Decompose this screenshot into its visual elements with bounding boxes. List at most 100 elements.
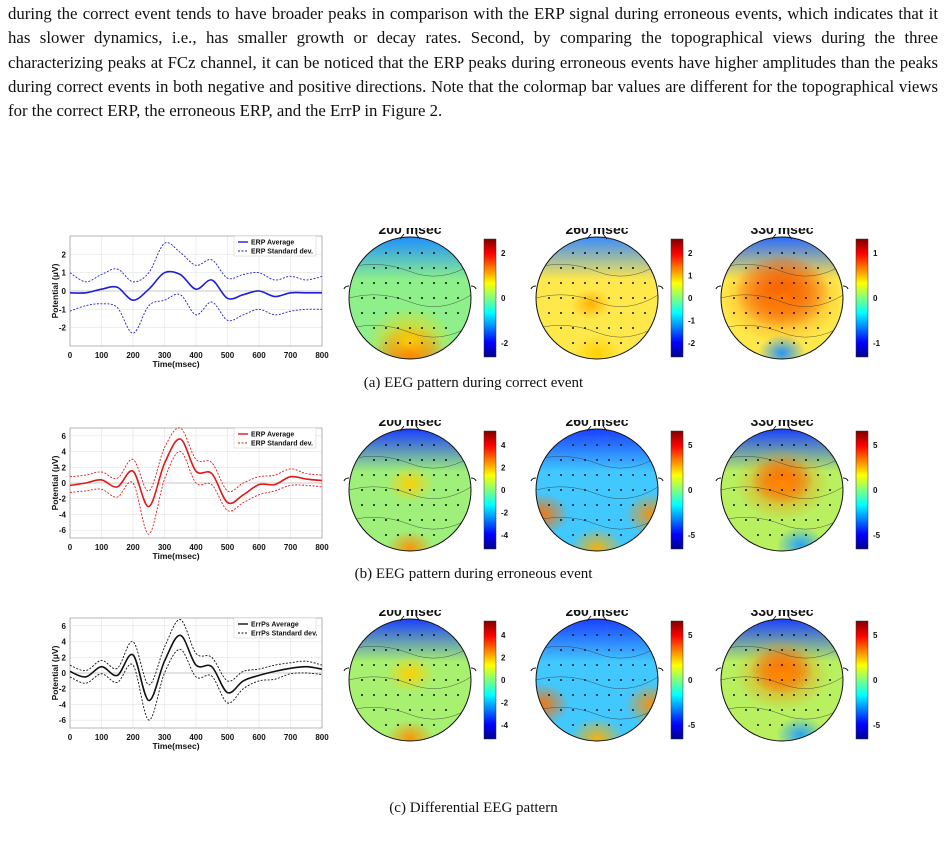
y-tick-label: 6 [62, 432, 67, 441]
x-tick-label: 300 [158, 351, 172, 360]
y-axis-label: Potential (μV) [50, 645, 60, 700]
colorbar: 5 0 -5 [855, 430, 881, 550]
colorbar: 4 2 0 -2 -4 [483, 620, 509, 740]
colorbar-tick-label: 4 [501, 441, 506, 450]
std-dev-line [69, 451, 323, 535]
topo-map: 260 msec 5 0 -5 [530, 603, 696, 742]
y-tick-label: 0 [62, 669, 67, 678]
topo-map: 330 msec 5 0 -5 [715, 603, 881, 742]
x-tick-label: 700 [284, 351, 298, 360]
colorbar-tick-label: 0 [688, 486, 693, 495]
colorbar-tick-label: -4 [501, 721, 509, 730]
colorbar-tick-label: -2 [688, 339, 696, 348]
x-axis-label: Time(msec) [152, 551, 199, 561]
topo-title: 200 msec [378, 420, 441, 429]
x-tick-label: 100 [95, 543, 109, 552]
colorbar-tick-label: 0 [873, 486, 878, 495]
topo-title: 260 msec [565, 420, 628, 429]
y-tick-label: -2 [59, 685, 67, 694]
line-chart: 0 100 200 300 400 500 600 700 800 2 1 0 -1 -2 Time(mse… [50, 235, 329, 369]
x-tick-label: 0 [68, 543, 73, 552]
figure-svg: 0 100 200 300 400 500 600 700 8006420-2-4-6Time(… [50, 603, 881, 751]
legend: ErrPs Average ErrPs Standard dev. [233, 617, 317, 639]
y-tick-label: -4 [59, 510, 67, 519]
y-tick-label: 0 [62, 287, 67, 296]
x-tick-label: 200 [126, 543, 140, 552]
x-tick-label: 300 [158, 543, 172, 552]
colorbar: 1 0 -1 [855, 238, 881, 358]
x-tick-label: 500 [221, 543, 235, 552]
average-line [69, 438, 323, 508]
y-tick-label: 4 [62, 448, 67, 457]
x-tick-label: 100 [95, 351, 109, 360]
colorbar-tick-label: 5 [873, 441, 878, 450]
legend-entry: ERP Average [251, 240, 294, 247]
legend-entry: ErrPs Average [251, 622, 299, 629]
caption-b: (b) EEG pattern during erroneous event [354, 566, 593, 582]
topo-title: 200 msec [378, 610, 441, 619]
x-tick-label: 700 [284, 733, 298, 742]
figure-svg: 0 100 200 300 400 500 600 700 8006420-2-4-6Time(… [50, 413, 881, 561]
colorbar-tick-label: 0 [688, 294, 693, 303]
colorbar-tick-label: -5 [873, 721, 881, 730]
topo-map: 260 msec 2 1 0 -1 -2 [530, 221, 696, 360]
body-paragraph: during the correct event tends to have b… [8, 4, 938, 121]
colorbar-tick-label: 2 [501, 464, 506, 473]
colorbar-tick-label: 0 [501, 294, 506, 303]
colorbar-tick-label: 2 [501, 249, 506, 258]
x-tick-label: 800 [315, 733, 329, 742]
colorbar-tick-label: -2 [501, 508, 509, 517]
colorbar-tick-label: -5 [688, 721, 696, 730]
y-tick-label: -2 [59, 324, 67, 333]
topo-title: 330 msec [750, 228, 813, 237]
colorbar-tick-label: 1 [873, 249, 878, 258]
x-tick-label: 400 [189, 543, 203, 552]
x-tick-label: 600 [252, 543, 266, 552]
y-tick-label: 2 [62, 250, 67, 259]
x-tick-label: 700 [284, 543, 298, 552]
colorbar-tick-label: -5 [873, 531, 881, 540]
y-tick-label: -6 [59, 526, 67, 535]
x-tick-label: 600 [252, 351, 266, 360]
y-tick-label: 6 [62, 622, 67, 631]
topo-title: 330 msec [750, 610, 813, 619]
y-tick-label: -2 [59, 495, 67, 504]
std-dev-line [69, 619, 323, 686]
y-tick-label: -1 [59, 305, 67, 314]
y-tick-label: 4 [62, 638, 67, 647]
colorbar-tick-label: 5 [688, 631, 693, 640]
y-tick-label: 2 [62, 653, 67, 662]
colorbar-tick-label: 0 [873, 294, 878, 303]
colorbar-tick-label: 4 [501, 631, 506, 640]
y-tick-label: -4 [59, 700, 67, 709]
average-line [69, 270, 322, 301]
x-tick-label: 800 [315, 543, 329, 552]
figure-row-c: 0 100 200 300 400 500 600 700 800 6 4 2 0 -2 -4 -6 Time(… [0, 603, 947, 780]
x-axis-label: Time(msec) [152, 741, 199, 751]
x-axis-label: Time(msec) [152, 359, 199, 369]
std-dev-line [69, 242, 323, 283]
colorbar-tick-label: 2 [688, 249, 693, 258]
caption-a: (a) EEG pattern during correct event [363, 375, 584, 391]
x-tick-label: 300 [158, 733, 172, 742]
colorbar-tick-label: -5 [688, 531, 696, 540]
y-tick-label: 2 [62, 463, 67, 472]
caption-c: (c) Differential EEG pattern [389, 800, 558, 816]
colorbar-tick-label: 0 [501, 486, 506, 495]
colorbar-tick-label: 5 [688, 441, 693, 450]
figure-row-a: 0 100 200 300 400 500 600 700 800 2 1 0 -1 -2 Time(mse… [0, 221, 947, 398]
y-axis-label: Potential (μV) [50, 263, 60, 318]
colorbar: 5 0 -5 [670, 430, 696, 550]
average-line [69, 634, 323, 702]
colorbar: 5 0 -5 [670, 620, 696, 740]
x-tick-label: 600 [252, 733, 266, 742]
legend-entry: ERP Average [251, 432, 294, 439]
x-tick-label: 200 [126, 351, 140, 360]
figure-svg: 0 100 200 300 400 500 600 700 800210-1-2Time(mse… [50, 221, 881, 369]
colorbar: 2 0 -2 [483, 238, 509, 358]
colorbar-tick-label: 0 [688, 676, 693, 685]
legend: ERP Average ERP Standard dev. [233, 235, 317, 257]
colorbar: 5 0 -5 [855, 620, 881, 740]
y-tick-label: -6 [59, 716, 67, 725]
colorbar-tick-label: -1 [873, 339, 881, 348]
